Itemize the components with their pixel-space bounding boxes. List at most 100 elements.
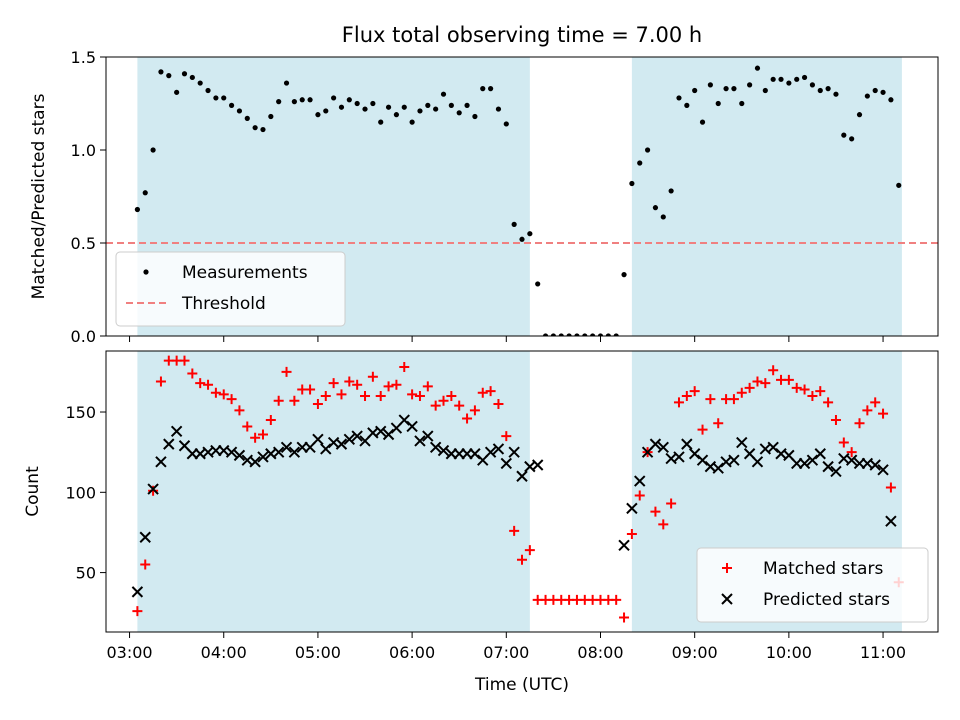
matched-point [391, 379, 402, 390]
y-tick-label: 1.5 [71, 48, 96, 67]
measurement-point [323, 108, 329, 114]
measurement-point [166, 73, 172, 79]
matched-point [799, 384, 810, 395]
predicted-point [163, 438, 175, 450]
predicted-point [437, 444, 450, 457]
predicted-point [798, 457, 811, 470]
matched-point [713, 418, 724, 429]
matched-point [454, 400, 465, 411]
measurement-point [660, 214, 666, 220]
y-axis-label: Count [23, 466, 43, 517]
measurement-point [495, 106, 502, 112]
predicted-point [320, 443, 332, 455]
matched-point [493, 398, 504, 409]
matched-point [195, 378, 206, 389]
predicted-point [429, 441, 442, 454]
matched-point [242, 421, 253, 432]
matched-point [360, 390, 371, 401]
measurement-point [236, 108, 243, 114]
matched-point [611, 594, 622, 605]
plot-frame [105, 56, 939, 337]
matched-point [336, 389, 347, 400]
predicted-point [688, 448, 701, 460]
matched-point [383, 381, 394, 392]
predicted-point [728, 454, 740, 466]
measurement-point [699, 119, 706, 125]
matched-point [862, 405, 873, 416]
predicted-point [516, 470, 528, 482]
measurement-point [409, 119, 415, 125]
matched-point [752, 376, 763, 387]
predicted-point [280, 441, 293, 454]
measurement-point [268, 113, 274, 120]
measurement-point [786, 80, 792, 86]
measurement-point [707, 82, 713, 88]
predicted-point [225, 446, 238, 458]
predicted-point [398, 414, 410, 426]
matched-point [823, 397, 834, 408]
matched-point [728, 394, 739, 405]
y-tick-label: 50 [76, 564, 96, 583]
measurement-point [401, 104, 407, 110]
measurement-point [276, 99, 282, 105]
measurement-point [433, 106, 439, 112]
measurement-point [417, 108, 423, 114]
predicted-point [696, 454, 709, 466]
measurement-point [872, 87, 878, 94]
matched-point [658, 519, 669, 530]
measurement-point [574, 333, 580, 336]
measurement-point [197, 80, 203, 86]
matched-point [344, 376, 355, 387]
measurement-point [346, 97, 352, 103]
measurement-point [644, 147, 651, 153]
measurement-point [503, 121, 509, 127]
predicted-point [822, 460, 834, 473]
measurement-point [692, 87, 698, 94]
measurement-point [794, 76, 800, 82]
predicted-point [845, 454, 858, 466]
matched-point [807, 390, 818, 401]
matched-point [422, 381, 433, 392]
x-tick-label: 04:00 [201, 643, 247, 662]
measurement-point [676, 95, 682, 101]
matched-point [744, 382, 755, 393]
predicted-point [414, 435, 426, 447]
matched-point [352, 379, 363, 390]
predicted-point [634, 475, 646, 487]
measurement-point [590, 333, 596, 336]
measurement-point [448, 102, 454, 108]
matched-point [501, 431, 512, 442]
matched-point [210, 387, 221, 398]
y-tick-label: 1.0 [71, 141, 96, 160]
measurement-point [754, 65, 761, 71]
measurement-point [723, 86, 729, 92]
x-axis-label: Time (UTC) [474, 675, 569, 695]
measurement-point [213, 95, 219, 101]
measurement-point [739, 100, 745, 107]
matched-point [203, 379, 214, 390]
matched-point [414, 390, 425, 401]
predicted-point [618, 539, 630, 551]
matched-point [634, 490, 645, 501]
measurement-point [621, 272, 627, 278]
predicted-point [375, 425, 387, 437]
x-tick-label: 06:00 [389, 643, 435, 662]
matched-point [673, 397, 684, 408]
predicted-point [767, 441, 779, 454]
matched-point [697, 424, 708, 435]
matched-point [140, 559, 151, 570]
measurement-point [252, 125, 258, 131]
matched-point [815, 386, 826, 397]
measurement-point [307, 97, 313, 103]
predicted-point [272, 446, 285, 458]
y-tick-label: 0.5 [71, 234, 96, 253]
shaded-interval [631, 57, 902, 336]
matched-point [760, 378, 771, 389]
matched-point [399, 362, 410, 373]
predicted-point [484, 446, 497, 458]
matched-point [650, 506, 661, 517]
measurement-point [582, 333, 588, 336]
measurement-point [362, 106, 368, 112]
measurement-point [158, 69, 164, 75]
